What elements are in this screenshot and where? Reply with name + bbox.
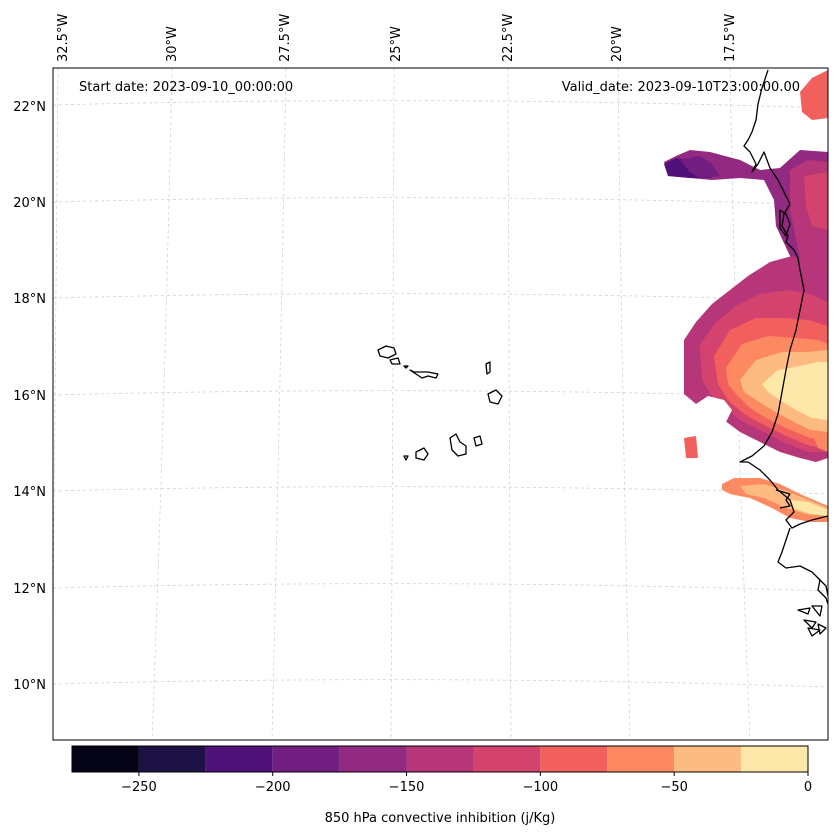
lon-label-30w: 30°W [165,26,180,62]
colorbar-swatch [473,746,541,772]
colorbar-tick-label: −250 [121,780,157,795]
lat-label-22n: 22°N [13,100,46,115]
colorbar-swatches [72,746,808,772]
colorbar-swatch [339,746,407,772]
cin-region-north-mid [680,156,720,178]
colorbar-swatch [674,746,742,772]
parallel-14n [53,486,828,495]
gambia-river [775,489,791,509]
cin-region-main-6 [762,362,828,420]
parallel-22n [53,100,828,109]
cin-gap [696,396,732,426]
colorbar-tick-label: −50 [660,780,687,795]
meridian-17-5w [729,68,751,740]
colorbar-label: 850 hPa convective inhibition (j/Kg) [325,811,556,826]
colorbar-swatch [205,746,273,772]
boa-vista [487,389,503,405]
colorbar-swatch [138,746,206,772]
banc-arguin [779,209,791,237]
coastlines [377,69,828,637]
maio [473,435,483,447]
lat-label-20n: 20°N [13,196,46,211]
lat-label-14n: 14°N [13,485,46,500]
lat-label-16n: 16°N [13,389,46,404]
meridian-30w [151,68,173,740]
colorbar-tick-label: −100 [523,780,559,795]
cin-region-se-bit [814,434,828,452]
lat-label-12n: 12°N [13,582,46,597]
casamance-coast [777,527,828,605]
guinea-bissau-islands [797,605,827,637]
lon-label-32-5w: 32.5°W [56,14,71,62]
sao-vicente [389,357,401,365]
graticule [53,68,828,740]
parallel-10n [53,679,828,688]
africa-coast [739,69,828,529]
colorbar: −250 −200 −150 −100 −50 0 850 hPa convective … [71,745,812,826]
colorbar-tick-label: 0 [804,780,812,795]
sao-nicolau [409,369,439,379]
meridian-22-5w [507,68,512,740]
colorbar-swatch [540,746,608,772]
lon-label-27-5w: 27.5°W [278,14,293,62]
lon-label-25w: 25°W [389,26,404,62]
cin-region-sw-bit [684,436,698,458]
colorbar-swatch [272,746,340,772]
cin-region-north [664,150,828,312]
cin-region-gambia-3 [790,500,828,516]
parallel-16n [53,390,828,399]
valid-date-label: Valid_date: 2023-09-10T23:00:00.00 [562,80,800,95]
coast-south [817,577,828,597]
cin-contours [664,70,828,522]
colorbar-outline [71,745,809,773]
latitude-labels: 22°N 20°N 18°N 16°N 14°N 12°N 10°N [13,100,46,693]
cin-region-mauritania-edge [804,172,828,230]
colorbar-swatch [406,746,474,772]
meridian-27-5w [271,68,287,740]
colorbar-swatch [607,746,675,772]
meridian-20w [617,68,631,740]
lon-label-17-5w: 17.5°W [723,14,738,62]
longitude-labels: 32.5°W 30°W 27.5°W 25°W 22.5°W 20°W 17.5… [56,14,738,62]
cin-region-ne-corner [800,70,828,120]
meridian-25w [390,68,395,740]
santo-antonio-fogo [415,447,429,461]
colorbar-swatch [72,746,139,772]
parallel-18n [53,293,828,302]
parallel-20n [53,197,828,206]
start-date-label: Start date: 2023-09-10_00:00:00 [79,80,293,95]
parallel-12n [53,583,828,592]
lat-label-10n: 10°N [13,678,46,693]
lat-label-18n: 18°N [13,292,46,307]
santiago [449,433,467,457]
colorbar-ticks: −250 −200 −150 −100 −50 0 [121,772,812,795]
santa-luzia [403,365,409,369]
colorbar-swatch [741,746,808,772]
santo-antao [377,345,397,359]
colorbar-tick-label: −150 [389,780,425,795]
map-frame [52,67,829,741]
sal [485,361,491,375]
lon-label-20w: 20°W [610,26,625,62]
brava [403,455,409,461]
colorbar-tick-label: −200 [255,780,291,795]
lon-label-22-5w: 22.5°W [501,14,516,62]
